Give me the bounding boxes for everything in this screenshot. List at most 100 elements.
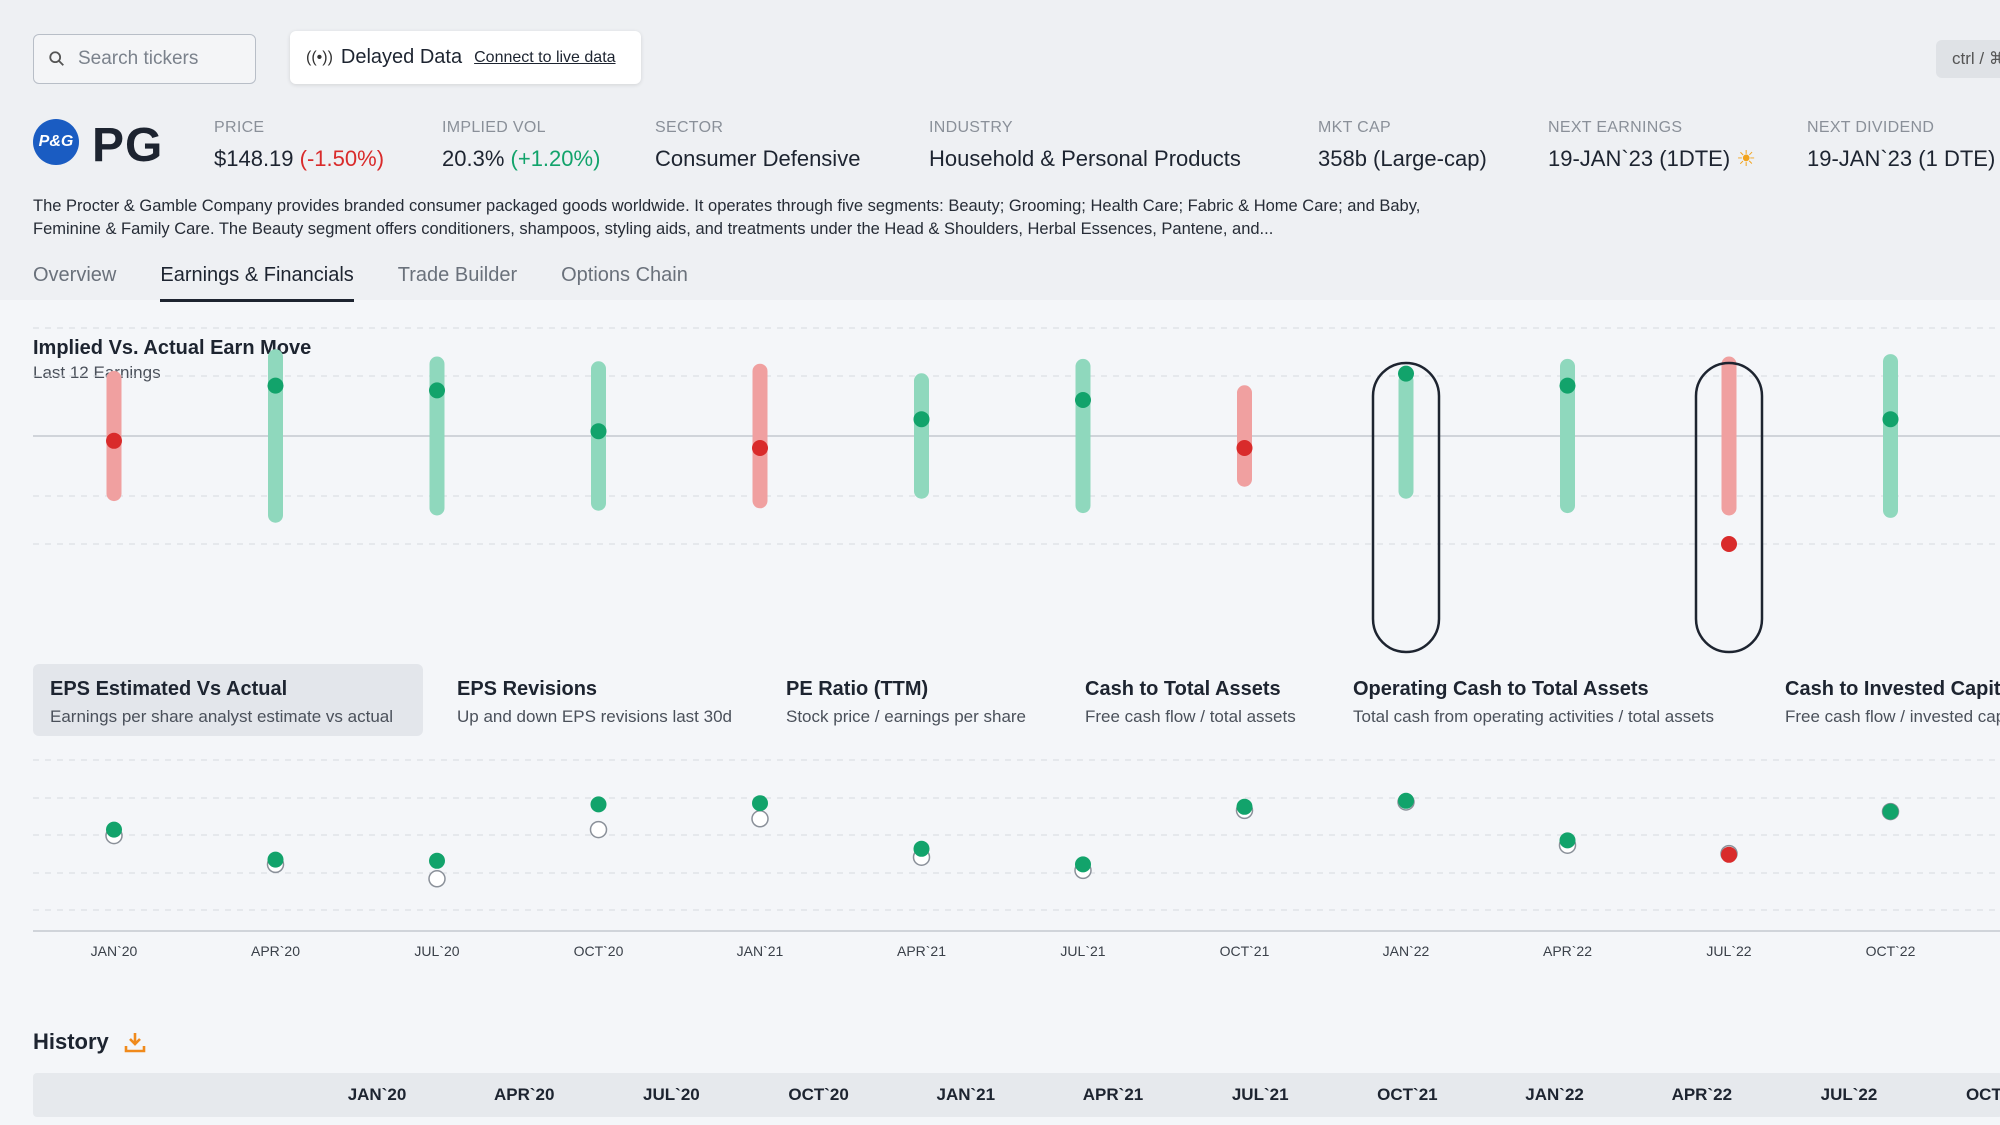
actual-move-dot xyxy=(1721,536,1737,552)
delayed-data-badge: ((•)) Delayed Data Connect to live data xyxy=(290,31,641,84)
eps-actual-dot xyxy=(106,821,122,838)
history-column-header: OCT`21 xyxy=(1377,1085,1438,1104)
company-logo: P&G xyxy=(33,119,79,165)
actual-move-dot xyxy=(1075,392,1091,408)
highlight-outline xyxy=(1371,361,1441,654)
x-tick-label: JUL`21 xyxy=(1060,943,1105,959)
history-column-header: JUL`20 xyxy=(643,1085,700,1104)
x-tick-label: OCT`20 xyxy=(574,943,624,959)
metric-subtitle: Up and down EPS revisions last 30d xyxy=(457,707,732,726)
eps-actual-dot xyxy=(752,795,768,812)
tab-trade-builder[interactable]: Trade Builder xyxy=(397,264,518,286)
metric-title: Cash to Invested Capital xyxy=(1785,678,2000,700)
eps-actual-dot xyxy=(1236,798,1253,815)
stat-value: 20.3% xyxy=(442,146,505,171)
eps-actual-dot xyxy=(1398,792,1414,809)
stat-value: $148.19 xyxy=(214,146,294,171)
stat-label: INDUSTRY xyxy=(929,119,1013,136)
metric-title: EPS Revisions xyxy=(457,678,598,700)
metric-eps-revisions[interactable]: EPS Revisions Up and down EPS revisions … xyxy=(440,664,760,736)
sun-icon: ☀ xyxy=(1736,146,1757,171)
actual-move-dot xyxy=(267,377,284,394)
metric-pe-ratio[interactable]: PE Ratio (TTM) Stock price / earnings pe… xyxy=(769,664,1059,736)
eps-actual-dot xyxy=(590,796,607,813)
history-column-header: APR`22 xyxy=(1671,1085,1733,1104)
x-tick-label: OCT`21 xyxy=(1220,943,1270,959)
stat-industry: INDUSTRY Household & Personal Products xyxy=(929,119,1241,172)
metric-subtitle: Earnings per share analyst estimate vs a… xyxy=(50,707,394,726)
metric-subtitle: Total cash from operating activities / t… xyxy=(1353,707,1714,726)
history-column-header: JUL`22 xyxy=(1820,1085,1878,1104)
x-tick-label: OCT`22 xyxy=(1866,943,1916,959)
history-column-header: JAN`20 xyxy=(347,1085,407,1104)
company-description: The Procter & Gamble Company provides br… xyxy=(33,197,1421,238)
stat-next-earnings: NEXT EARNINGS 19-JAN`23 (1DTE) ☀ xyxy=(1548,119,1756,172)
tab-options-chain[interactable]: Options Chain xyxy=(561,264,688,286)
x-tick-label: APR`20 xyxy=(251,943,300,959)
broadcast-icon: ((•)) xyxy=(306,48,333,66)
search-icon xyxy=(49,51,64,66)
delayed-data-label: Delayed Data xyxy=(340,46,463,68)
x-tick-label: JAN`21 xyxy=(737,943,784,959)
history-column-header: JUL`21 xyxy=(1231,1085,1289,1104)
history-column-header: JAN`21 xyxy=(936,1085,996,1104)
actual-move-dot xyxy=(590,423,607,440)
keyboard-shortcut-hint[interactable]: ctrl / ⌘ xyxy=(1936,40,2000,78)
history-column-header: OCT`20 xyxy=(788,1085,849,1104)
stat-sector: SECTOR Consumer Defensive xyxy=(655,119,860,172)
eps-actual-dot xyxy=(267,851,284,868)
stat-label: MKT CAP xyxy=(1318,119,1391,136)
metric-title: Operating Cash to Total Assets xyxy=(1353,678,1649,700)
stat-label: NEXT DIVIDEND xyxy=(1807,119,1935,136)
metric-subtitle: Free cash flow / total assets xyxy=(1085,707,1296,726)
actual-move-dot xyxy=(1559,377,1576,394)
download-icon[interactable] xyxy=(124,1031,146,1053)
history-header-row xyxy=(33,1073,2000,1117)
metric-cash-to-invested-capital[interactable]: Cash to Invested Capital Free cash flow … xyxy=(1768,664,2000,736)
tab-overview[interactable]: Overview xyxy=(33,264,117,286)
ticker-symbol: PG xyxy=(92,119,164,172)
chart-title: Implied Vs. Actual Earn Move xyxy=(33,337,312,359)
stat-label: NEXT EARNINGS xyxy=(1548,119,1683,136)
history-title: History xyxy=(33,1029,109,1054)
history-column-header: APR`20 xyxy=(493,1085,555,1104)
search-placeholder: Search tickers xyxy=(78,48,199,69)
eps-estimate-dot xyxy=(589,820,608,839)
eps-actual-dot xyxy=(1075,856,1091,873)
x-tick-label: APR`21 xyxy=(897,943,946,959)
x-tick-label: APR`22 xyxy=(1543,943,1592,959)
tab-earnings-financials[interactable]: Earnings & Financials xyxy=(160,264,354,302)
stat-next-dividend: NEXT DIVIDEND 19-JAN`23 (1 DTE) xyxy=(1807,119,1995,172)
history-column-header: JAN`22 xyxy=(1525,1085,1584,1104)
price-change: (-1.50%) xyxy=(299,146,385,171)
metric-cash-to-total-assets[interactable]: Cash to Total Assets Free cash flow / to… xyxy=(1068,664,1338,736)
metric-eps-est-vs-actual[interactable]: EPS Estimated Vs Actual Earnings per sha… xyxy=(33,664,423,736)
stat-price: PRICE $148.19 (-1.50%) xyxy=(214,119,384,172)
x-tick-label: JAN`20 xyxy=(91,943,138,959)
x-tick-label: JUL`22 xyxy=(1706,943,1751,959)
history-column-header: OCT`22 xyxy=(1965,1085,2000,1104)
connect-live-data-link[interactable]: Connect to live data xyxy=(474,48,616,66)
actual-move-dot xyxy=(1236,440,1253,456)
eps-actual-dot xyxy=(1721,846,1737,863)
actual-move-dot xyxy=(1398,365,1414,382)
eps-estimate-dot xyxy=(751,810,769,828)
stat-value: 19-JAN`23 (1DTE) xyxy=(1548,146,1731,171)
tab-bar: Overview Earnings & Financials Trade Bui… xyxy=(33,264,732,302)
eps-estimate-dot xyxy=(428,870,446,888)
stat-value: 358b (Large-cap) xyxy=(1318,146,1487,171)
history-column-header: APR`21 xyxy=(1082,1085,1144,1104)
actual-move-dot xyxy=(106,432,122,449)
eps-actual-dot xyxy=(1559,832,1576,849)
metric-title: PE Ratio (TTM) xyxy=(786,678,929,700)
highlight-outline xyxy=(1694,361,1764,654)
actual-move-dot xyxy=(752,440,768,456)
search-input[interactable]: Search tickers xyxy=(33,34,256,84)
eps-actual-dot xyxy=(1882,803,1899,820)
actual-move-dot xyxy=(429,382,445,399)
stat-value: 19-JAN`23 (1 DTE) xyxy=(1807,146,1996,171)
stat-value: Household & Personal Products xyxy=(929,146,1241,171)
metric-operating-cash-to-total-assets[interactable]: Operating Cash to Total Assets Total cas… xyxy=(1336,664,1756,736)
metric-subtitle: Free cash flow / invested capital xyxy=(1785,707,2000,726)
